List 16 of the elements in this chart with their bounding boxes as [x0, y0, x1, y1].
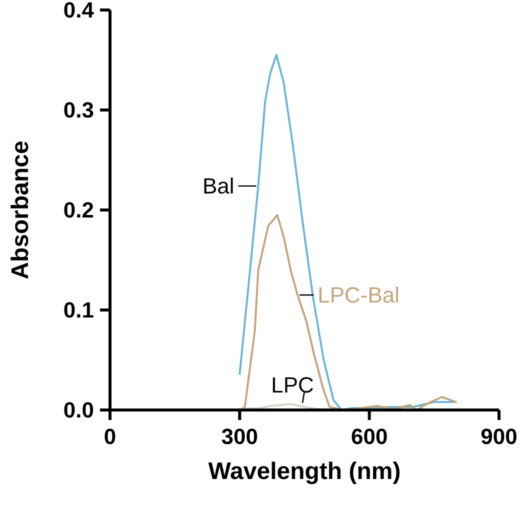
- x-tick-label: 900: [480, 424, 518, 449]
- x-axis-title: Wavelength (nm): [208, 458, 401, 485]
- y-axis-title: Absorbance: [7, 140, 34, 280]
- series-label: Bal: [202, 174, 234, 199]
- y-tick-label: 0.4: [63, 0, 95, 23]
- y-tick-label: 0.0: [63, 398, 94, 423]
- y-tick-label: 0.3: [63, 98, 94, 123]
- x-tick-label: 300: [221, 424, 258, 449]
- series-label: LPC: [271, 372, 314, 398]
- line-series: [238, 214, 457, 411]
- y-tick-label: 0.2: [63, 198, 94, 223]
- y-tick-label: 0.1: [63, 298, 94, 323]
- x-tick-label: 600: [350, 424, 388, 449]
- x-tick-label: 0: [104, 424, 116, 449]
- series-label: LPC-Bal: [318, 282, 400, 308]
- line-series: [238, 54, 457, 411]
